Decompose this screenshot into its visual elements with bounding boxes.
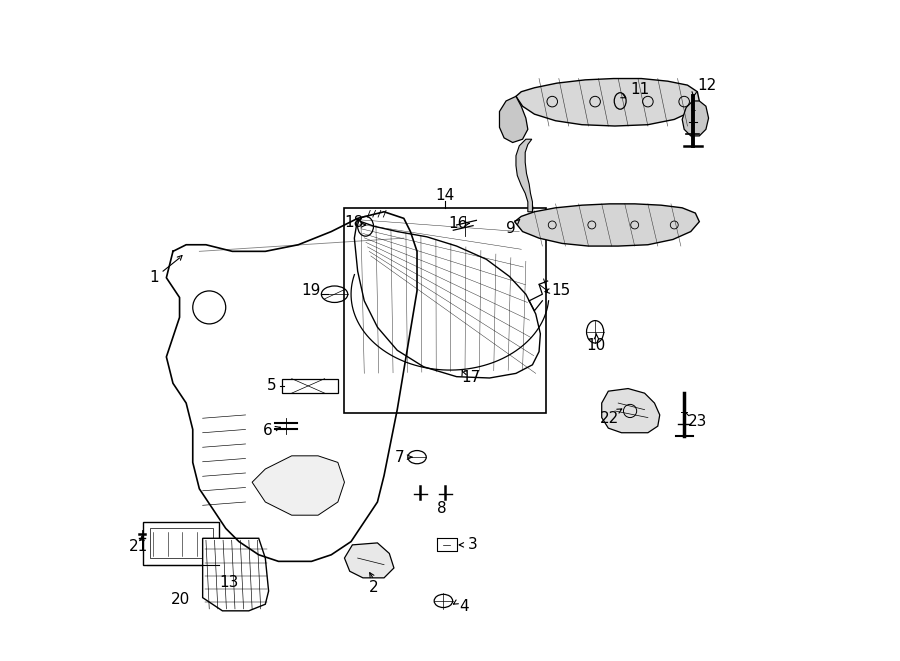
- Text: 9: 9: [506, 221, 516, 236]
- Text: 22: 22: [600, 410, 619, 426]
- Polygon shape: [355, 218, 540, 378]
- Text: 4: 4: [460, 599, 469, 613]
- Text: 14: 14: [435, 188, 454, 203]
- Text: 6: 6: [263, 423, 273, 438]
- Text: 16: 16: [448, 216, 468, 231]
- Bar: [282, 379, 338, 393]
- Text: 8: 8: [437, 501, 447, 516]
- Bar: [150, 528, 212, 558]
- Text: 5: 5: [267, 378, 276, 393]
- Bar: [345, 208, 545, 413]
- Text: 1: 1: [149, 270, 159, 286]
- Polygon shape: [602, 389, 660, 433]
- Text: 10: 10: [587, 338, 606, 353]
- Text: 12: 12: [698, 77, 717, 93]
- Polygon shape: [202, 538, 268, 611]
- Text: 7: 7: [395, 449, 405, 465]
- Polygon shape: [515, 204, 699, 246]
- Polygon shape: [345, 543, 394, 578]
- Text: 15: 15: [551, 284, 571, 298]
- Text: 18: 18: [344, 215, 364, 231]
- Text: 3: 3: [468, 537, 478, 553]
- Text: 19: 19: [302, 284, 321, 298]
- Polygon shape: [516, 79, 699, 126]
- Polygon shape: [252, 456, 345, 515]
- Text: 11: 11: [630, 82, 650, 97]
- Text: 13: 13: [220, 575, 238, 590]
- Text: 23: 23: [688, 414, 707, 429]
- Text: 21: 21: [129, 539, 148, 555]
- Polygon shape: [682, 101, 708, 136]
- Text: 17: 17: [462, 371, 481, 385]
- Text: 20: 20: [171, 592, 191, 607]
- Polygon shape: [516, 139, 533, 212]
- Text: 2: 2: [369, 580, 379, 596]
- Polygon shape: [500, 97, 527, 143]
- Bar: [143, 522, 219, 564]
